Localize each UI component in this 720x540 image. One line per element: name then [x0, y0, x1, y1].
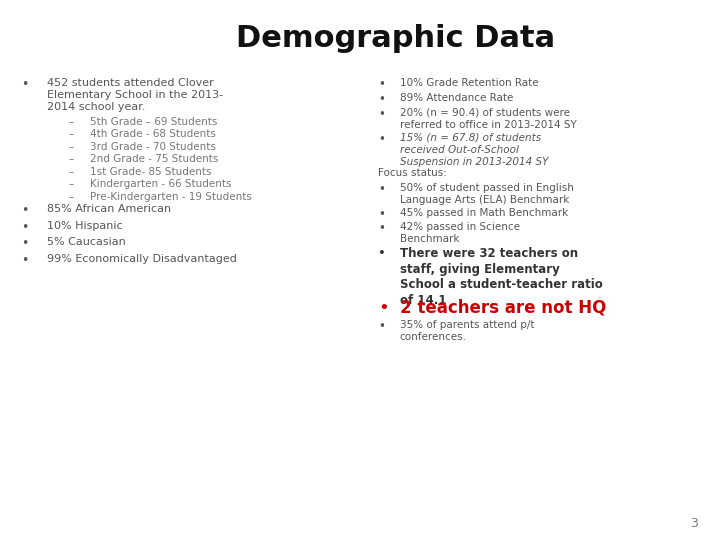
Text: •: •: [22, 78, 29, 91]
Text: 3rd Grade - 70 Students: 3rd Grade - 70 Students: [90, 142, 216, 152]
Text: 5% Caucasian: 5% Caucasian: [47, 237, 125, 247]
Text: –: –: [68, 167, 73, 177]
Text: Demographic Data: Demographic Data: [236, 24, 556, 53]
Text: –: –: [68, 130, 73, 139]
Text: 45% passed in Math Benchmark: 45% passed in Math Benchmark: [400, 208, 568, 218]
Text: Focus status:: Focus status:: [378, 168, 447, 178]
Text: 99% Economically Disadvantaged: 99% Economically Disadvantaged: [47, 254, 237, 264]
Text: Pre-Kindergarten - 19 Students: Pre-Kindergarten - 19 Students: [90, 192, 252, 202]
Text: •: •: [378, 183, 385, 195]
Text: 452 students attended Clover
Elementary School in the 2013-
2014 school year.: 452 students attended Clover Elementary …: [47, 78, 223, 112]
Text: –: –: [68, 142, 73, 152]
Text: 3: 3: [690, 517, 698, 530]
Text: •: •: [378, 320, 385, 333]
Text: 2nd Grade - 75 Students: 2nd Grade - 75 Students: [90, 154, 218, 164]
Text: –: –: [68, 192, 73, 202]
Text: 89% Attendance Rate: 89% Attendance Rate: [400, 93, 513, 103]
Text: 35% of parents attend p/t
conferences.: 35% of parents attend p/t conferences.: [400, 320, 534, 341]
Text: •: •: [378, 107, 385, 120]
Text: •: •: [22, 221, 29, 234]
Text: 50% of student passed in English
Language Arts (ELA) Benchmark: 50% of student passed in English Languag…: [400, 183, 573, 205]
Text: •: •: [378, 222, 385, 235]
Text: 42% passed in Science
Benchmark: 42% passed in Science Benchmark: [400, 222, 520, 245]
Text: –: –: [68, 179, 73, 190]
Text: •: •: [378, 247, 386, 260]
Text: 10% Hispanic: 10% Hispanic: [47, 221, 122, 231]
Text: Kindergarten - 66 Students: Kindergarten - 66 Students: [90, 179, 232, 190]
Text: 10% Grade Retention Rate: 10% Grade Retention Rate: [400, 78, 539, 89]
Text: 20% (n = 90.4) of students were
referred to office in 2013-2014 SY: 20% (n = 90.4) of students were referred…: [400, 107, 576, 130]
Text: •: •: [378, 299, 389, 316]
Text: •: •: [378, 78, 385, 91]
Text: 15% (n = 67.8) of students
received Out-of-School
Suspension in 2013-2014 SY: 15% (n = 67.8) of students received Out-…: [400, 133, 548, 167]
Text: 85% African American: 85% African American: [47, 205, 171, 214]
Text: •: •: [22, 254, 29, 267]
Text: •: •: [378, 93, 385, 106]
Text: 5th Grade – 69 Students: 5th Grade – 69 Students: [90, 117, 217, 127]
Text: •: •: [378, 133, 385, 146]
Text: •: •: [22, 237, 29, 250]
Text: 4th Grade - 68 Students: 4th Grade - 68 Students: [90, 130, 216, 139]
Text: 2 teachers are not HQ: 2 teachers are not HQ: [400, 299, 606, 316]
Text: –: –: [68, 117, 73, 127]
Text: •: •: [378, 208, 385, 221]
Text: –: –: [68, 154, 73, 164]
Text: •: •: [22, 205, 29, 218]
Text: 1st Grade- 85 Students: 1st Grade- 85 Students: [90, 167, 212, 177]
Text: There were 32 teachers on
staff, giving Elementary
School a student-teacher rati: There were 32 teachers on staff, giving …: [400, 247, 603, 307]
